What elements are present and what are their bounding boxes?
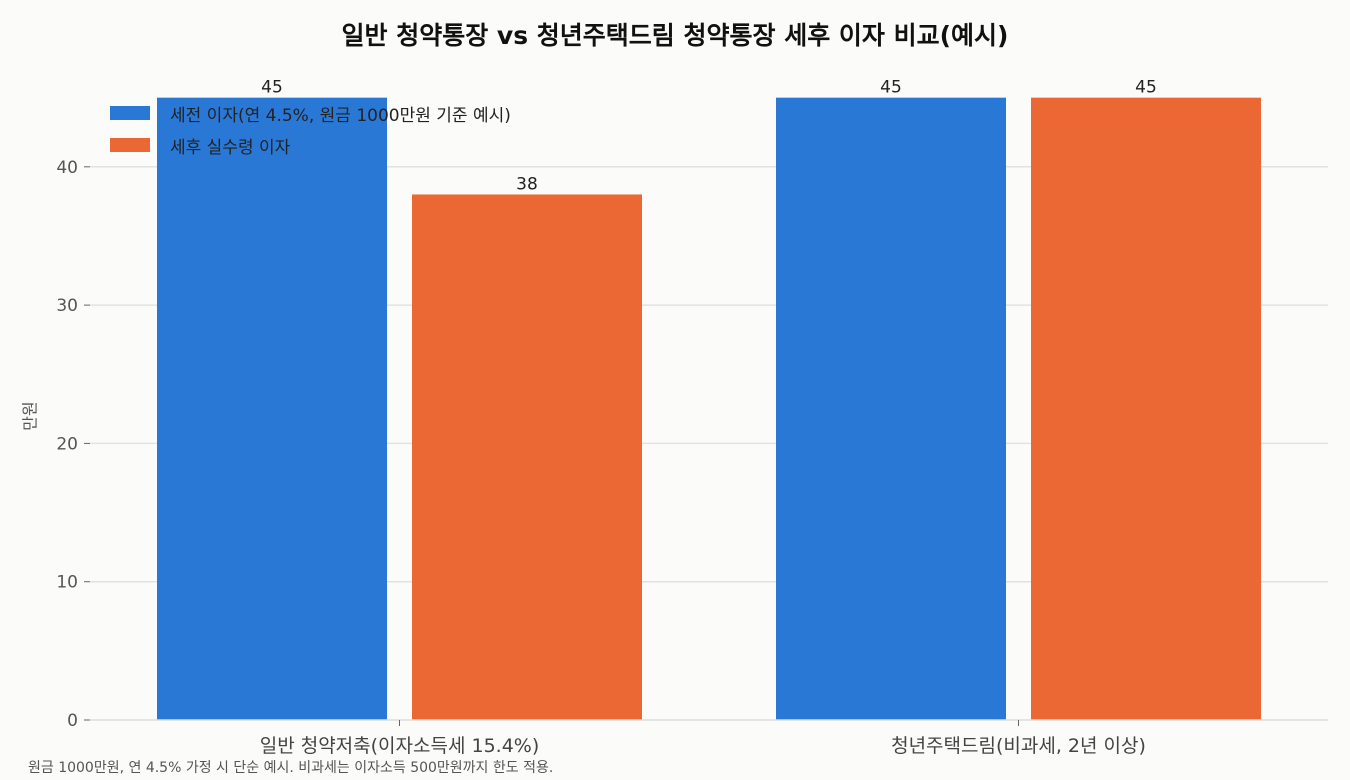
bar — [412, 194, 642, 720]
bar — [157, 97, 387, 721]
legend-swatch-pretax — [110, 106, 150, 120]
bars — [157, 97, 1261, 721]
y-tick-label: 20 — [56, 434, 78, 454]
data-label: 38 — [516, 174, 538, 194]
legend-label-pretax: 세전 이자(연 4.5%, 원금 1000만원 기준 예시) — [170, 105, 511, 126]
x-tick-label: 일반 청약저축(이자소득세 15.4%) — [260, 735, 540, 757]
legend-swatch-aftertax — [110, 138, 150, 152]
legend-item: 세후 실수령 이자 — [110, 129, 511, 161]
chart-title: 일반 청약통장 vs 청년주택드림 청약통장 세후 이자 비교(예시) — [341, 21, 1009, 50]
y-tick-label: 10 — [56, 573, 78, 593]
bar — [776, 97, 1006, 721]
footnote: 원금 1000만원, 연 4.5% 가정 시 단순 예시. 비과세는 이자소득 … — [28, 760, 554, 776]
legend: 세전 이자(연 4.5%, 원금 1000만원 기준 예시) 세후 실수령 이자 — [110, 97, 511, 161]
data-label: 45 — [880, 78, 902, 98]
y-tick-label: 40 — [56, 158, 78, 178]
x-tick-label: 청년주택드림(비과세, 2년 이상) — [891, 735, 1146, 757]
y-tick-label: 0 — [67, 711, 78, 731]
bar — [1031, 97, 1261, 721]
legend-label-aftertax: 세후 실수령 이자 — [170, 137, 291, 158]
data-label: 45 — [261, 78, 283, 98]
y-axis-label: 만원 — [20, 401, 40, 431]
y-tick-label: 30 — [56, 296, 78, 316]
legend-item: 세전 이자(연 4.5%, 원금 1000만원 기준 예시) — [110, 97, 511, 129]
data-label: 45 — [1135, 78, 1157, 98]
axes: 0 10 20 30 40 일반 청약저축(이자소득세 15.4%) 청년주택드림(비과세,… — [56, 158, 1328, 757]
data-labels: 45 38 45 45 — [261, 78, 1157, 195]
